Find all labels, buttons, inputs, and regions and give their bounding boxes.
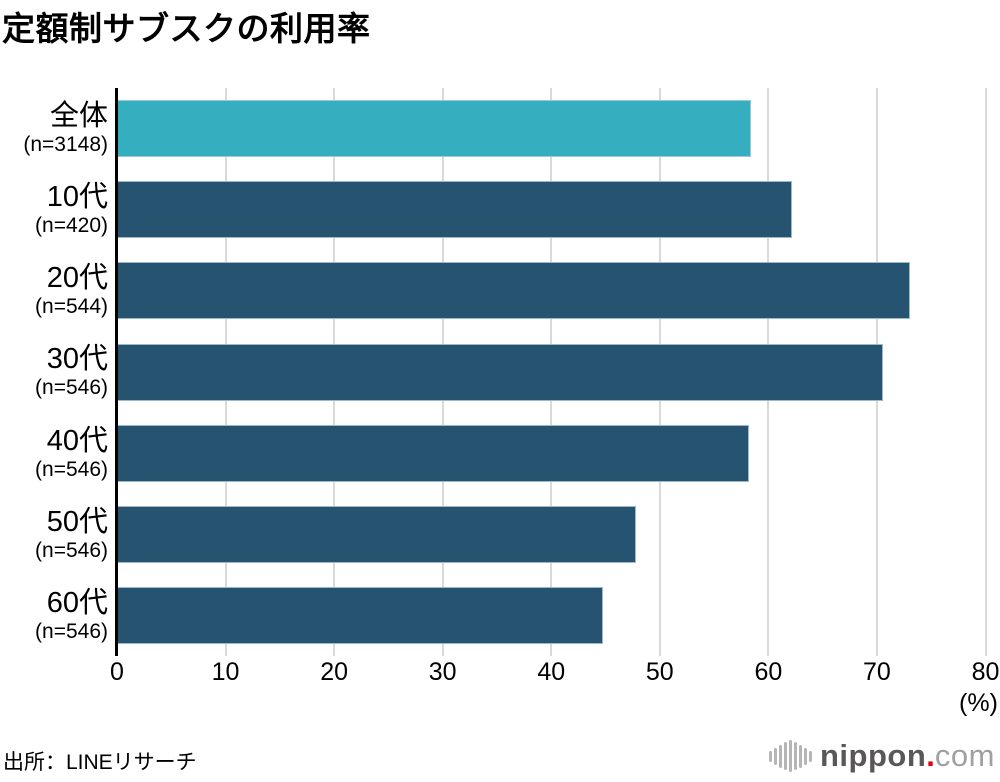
category-label-row: 全体 (n=3148) xyxy=(0,88,108,169)
logo-bar xyxy=(789,740,792,772)
category-axis: 全体 (n=3148) 10代 (n=420) 20代 (n=544) 30代 (n=546)… xyxy=(0,88,108,656)
logo-text-dot: . xyxy=(926,738,935,773)
category-sample-size: (n=546) xyxy=(35,538,108,562)
x-tick-label-20: 20 xyxy=(320,658,349,686)
x-tick-label-70: 70 xyxy=(863,658,891,686)
value-axis: 0 10 20 30 40 50 60 70 80 (%) xyxy=(0,658,1000,718)
category-label: 40代 xyxy=(46,424,108,457)
plot-area xyxy=(115,88,987,656)
logo-bar xyxy=(809,750,812,762)
bar-60代 xyxy=(117,586,604,644)
bar-40代 xyxy=(117,424,749,482)
bar-10代 xyxy=(117,181,793,239)
category-sample-size: (n=420) xyxy=(35,214,108,238)
category-label: 全体 xyxy=(49,100,108,133)
bar-30代 xyxy=(117,343,884,401)
logo-bar xyxy=(804,747,807,765)
category-label: 10代 xyxy=(46,181,108,214)
logo-bar xyxy=(774,747,777,765)
x-tick-label-40: 40 xyxy=(537,658,566,686)
x-tick-label-10: 10 xyxy=(211,658,240,686)
x-tick-label-30: 30 xyxy=(428,658,457,686)
logo-bar xyxy=(784,742,787,770)
category-label-row: 60代 (n=546) xyxy=(0,575,108,656)
source-note: 出所：LINEリサーチ xyxy=(3,751,197,774)
logo-bar xyxy=(794,742,797,770)
category-sample-size: (n=544) xyxy=(35,295,108,319)
x-tick-label-80: 80 xyxy=(971,658,1000,686)
logo-bar xyxy=(799,744,802,768)
category-label: 30代 xyxy=(46,343,108,376)
gridline-80 xyxy=(984,88,987,656)
category-label: 20代 xyxy=(46,262,108,295)
category-sample-size: (n=546) xyxy=(35,457,108,481)
x-tick-label-60: 60 xyxy=(754,658,783,686)
nippon-logo: nippon.com xyxy=(769,736,995,776)
category-sample-size: (n=3148) xyxy=(23,133,108,157)
category-label-row: 30代 (n=546) xyxy=(0,331,108,412)
category-sample-size: (n=546) xyxy=(35,619,108,643)
logo-bar xyxy=(779,744,782,768)
category-sample-size: (n=546) xyxy=(35,376,108,400)
category-label-row: 50代 (n=546) xyxy=(0,494,108,575)
category-label-row: 10代 (n=420) xyxy=(0,169,108,250)
logo-text-tld: com xyxy=(934,738,995,773)
category-label-row: 40代 (n=546) xyxy=(0,413,108,494)
logo-bar xyxy=(769,750,772,762)
x-axis-unit-label: (%) xyxy=(959,689,998,717)
x-tick-label-50: 50 xyxy=(645,658,674,686)
nippon-logo-text: nippon.com xyxy=(820,738,995,774)
category-label-row: 20代 (n=544) xyxy=(0,250,108,331)
bar-全体 xyxy=(117,100,751,158)
x-tick-label-0: 0 xyxy=(110,658,124,686)
y-axis-line xyxy=(115,88,118,656)
bar-20代 xyxy=(117,262,910,320)
logo-text-main: nippon xyxy=(820,738,927,773)
sound-wave-bars-icon xyxy=(769,736,812,776)
chart-title: 定額制サブスクの利用率 xyxy=(2,10,371,47)
category-label: 60代 xyxy=(46,586,108,619)
category-label: 50代 xyxy=(46,505,108,538)
bar-50代 xyxy=(117,505,636,563)
